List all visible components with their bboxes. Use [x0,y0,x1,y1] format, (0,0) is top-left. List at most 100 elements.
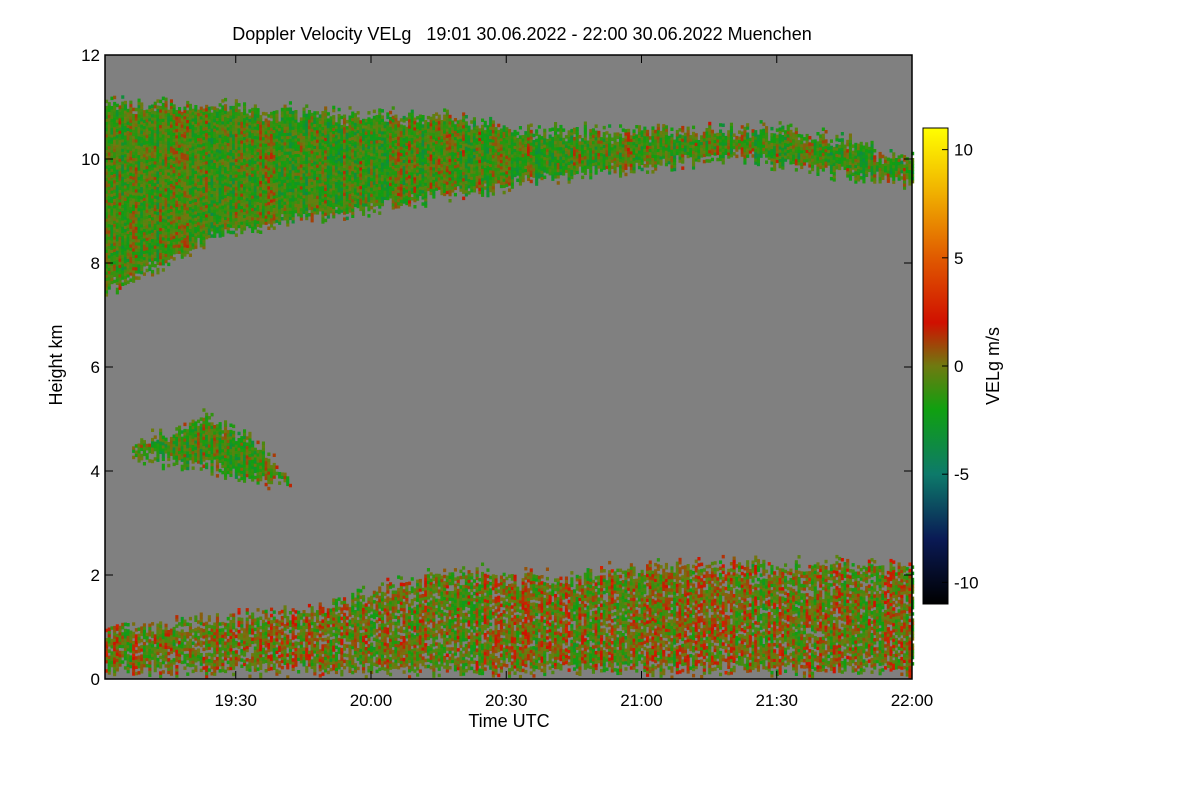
heatmap-cell [218,224,222,229]
heatmap-cell [180,255,184,259]
heatmap-cell [110,124,114,129]
heatmap-cell [240,199,244,203]
heatmap-cell [175,250,179,254]
heatmap-cell [324,181,328,185]
heatmap-cell [113,164,117,168]
heatmap-cell [345,197,349,202]
heatmap-cell [421,168,425,172]
heatmap-cell [378,127,382,131]
heatmap-cell [362,134,366,138]
heatmap-cell [229,202,233,207]
heatmap-cell [408,137,412,142]
heatmap-cell [205,217,209,221]
heatmap-cell [307,150,311,155]
heatmap-cell [313,167,317,171]
heatmap-cell [156,105,160,109]
heatmap-cell [167,231,171,235]
heatmap-cell [391,156,395,160]
heatmap-cell [178,181,182,186]
heatmap-cell [207,190,211,195]
heatmap-cell [105,121,109,125]
heatmap-cell [110,249,114,253]
heatmap-cell [113,270,117,274]
heatmap-cell [445,181,449,185]
heatmap-cell [137,198,141,202]
heatmap-cell [370,193,374,197]
heatmap-cell [313,142,317,146]
heatmap-cell [194,148,198,153]
heatmap-cell [251,120,255,124]
heatmap-cell [161,168,165,172]
heatmap-cell [169,105,173,109]
heatmap-cell [426,144,430,148]
heatmap-cell [178,128,182,133]
heatmap-cell [140,171,144,175]
heatmap-cell [229,183,233,188]
heatmap-cell [172,126,176,130]
heatmap-cell [408,122,412,126]
heatmap-cell [435,146,439,151]
heatmap-cell [213,234,217,238]
heatmap-cell [370,118,374,123]
heatmap-cell [110,137,114,141]
heatmap-cell [142,116,146,120]
heatmap-cell [283,210,287,215]
heatmap-cell [305,166,309,171]
heatmap-cell [126,208,130,213]
heatmap-cell [251,229,255,233]
heatmap-cell [205,189,209,193]
heatmap-cell [215,229,219,234]
heatmap-cell [159,252,163,257]
heatmap-cell [448,121,452,125]
heatmap-cell [207,128,211,132]
heatmap-cell [237,134,241,138]
heatmap-cell [199,225,203,229]
heatmap-cell [451,142,455,146]
heatmap-cell [153,210,157,215]
heatmap-cell [275,144,279,149]
heatmap-cell [237,212,241,216]
heatmap-cell [337,179,341,184]
heatmap-cell [256,126,260,131]
heatmap-cell [299,117,303,121]
heatmap-cell [140,270,144,275]
heatmap-cell [107,127,111,131]
heatmap-cell [148,242,152,247]
heatmap-cell [240,205,244,210]
heatmap-cell [229,115,233,119]
heatmap-cell [348,206,352,210]
heatmap-cell [386,149,390,154]
heatmap-cell [137,270,141,274]
heatmap-cell [432,151,436,155]
heatmap-cell [391,206,395,210]
heatmap-cell [370,162,374,166]
heatmap-cell [183,140,187,145]
heatmap-cell [191,183,195,188]
heatmap-cell [221,214,225,219]
heatmap-cell [226,229,230,234]
heatmap-cell [275,216,279,220]
heatmap-cell [291,142,295,146]
heatmap-cell [210,112,214,117]
heatmap-cell [137,151,141,156]
heatmap-cell [243,171,247,175]
heatmap-cell [372,115,376,120]
heatmap-cell [305,141,309,146]
heatmap-cell [167,247,171,251]
heatmap-cell [140,158,144,162]
heatmap-cell [364,200,368,204]
heatmap-cell [202,189,206,194]
heatmap-cell [291,110,295,115]
heatmap-cell [310,125,314,129]
heatmap-cell [224,182,228,186]
heatmap-cell [172,123,176,127]
heatmap-cell [251,160,255,165]
heatmap-cell [191,233,195,237]
heatmap-cell [324,165,328,170]
heatmap-cell [413,161,417,165]
heatmap-cell [178,107,182,111]
heatmap-cell [448,177,452,181]
heatmap-cell [386,168,390,173]
heatmap-cell [107,152,111,156]
heatmap-cell [224,122,228,127]
